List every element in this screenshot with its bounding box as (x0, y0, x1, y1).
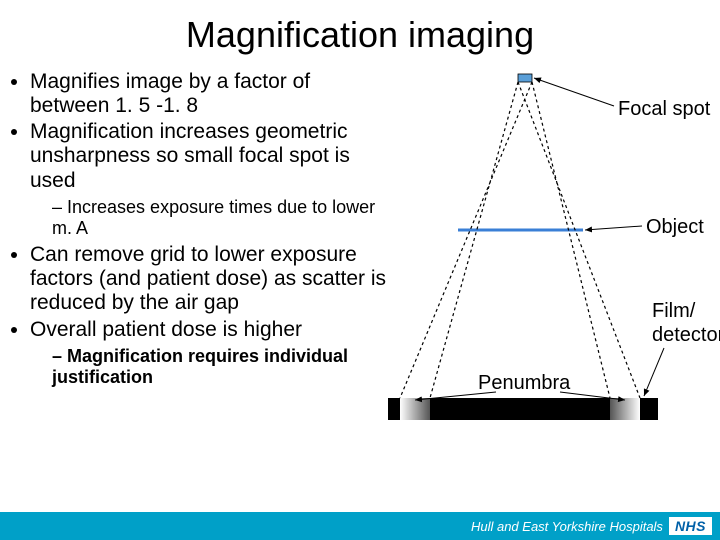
bullet-column: Magnifies image by a factor of between 1… (8, 70, 388, 450)
footer-hospital: Hull and East Yorkshire Hospitals (471, 519, 663, 534)
bullet-3: Can remove grid to lower exposure factor… (30, 243, 388, 315)
footer-bar: Hull and East Yorkshire Hospitals NHS (0, 512, 720, 540)
label-penumbra: Penumbra (478, 372, 570, 395)
bullet-2: Magnification increases geometric unshar… (30, 120, 388, 192)
bullet-4-sub: Magnification requires individual justif… (52, 346, 388, 388)
label-focal-spot: Focal spot (618, 98, 710, 121)
slide-title: Magnification imaging (0, 0, 720, 56)
label-object: Object (646, 216, 704, 239)
bullet-1: Magnifies image by a factor of between 1… (30, 70, 388, 118)
label-detector: detector (652, 324, 720, 347)
content-row: Magnifies image by a factor of between 1… (0, 56, 720, 450)
nhs-badge: NHS (669, 517, 712, 535)
label-film: Film/ (652, 300, 695, 323)
bullet-4: Overall patient dose is higher (30, 318, 388, 342)
bullet-2-sub: Increases exposure times due to lower m.… (52, 197, 388, 239)
diagram: Focal spot Object Film/ detector Penumbr… (388, 70, 708, 450)
